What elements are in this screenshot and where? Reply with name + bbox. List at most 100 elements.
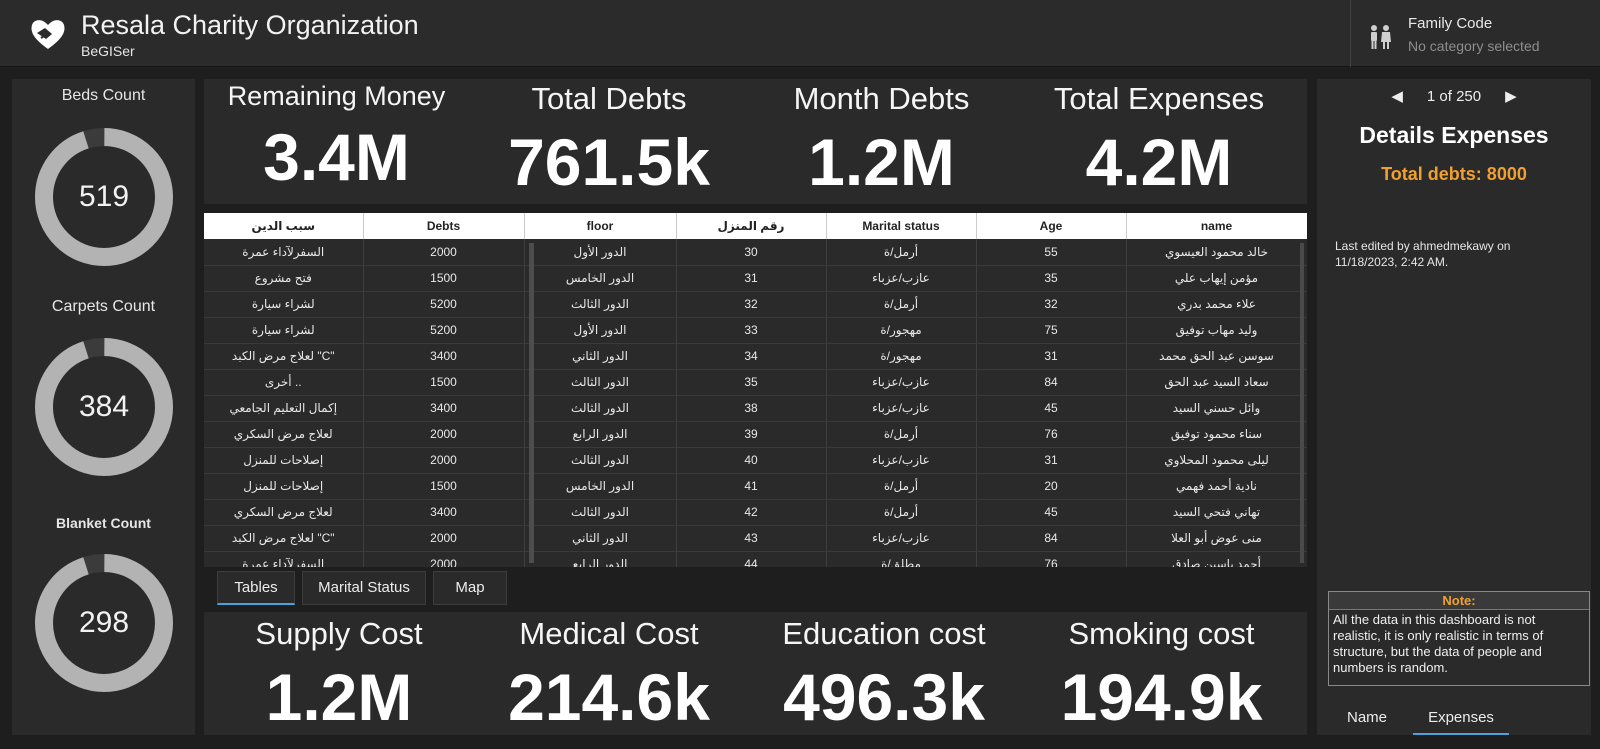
table-scrollbar-left[interactable] — [529, 243, 534, 563]
kpi-value: 1.2M — [808, 125, 955, 199]
debts-table[interactable]: سبب الدين Debts floor رقم المنزل Marital… — [204, 213, 1307, 567]
kpi-value: 1.2M — [265, 660, 413, 734]
table-cell: فتح مشروع — [204, 265, 364, 292]
table-cell: الدور الأول — [524, 317, 677, 344]
column-header[interactable]: Age — [976, 213, 1127, 239]
table-cell: 43 — [676, 525, 827, 552]
table-row[interactable]: السفرلآداء عمرة 2000 الدور الأول 30 أرمل/ة 55… — [204, 239, 1307, 266]
table-cell: 42 — [676, 499, 827, 526]
table-cell: وليد مهاب توفيق — [1126, 317, 1307, 344]
column-header[interactable]: floor — [524, 213, 677, 239]
column-header[interactable]: Marital status — [826, 213, 977, 239]
tab-marital-status[interactable]: Marital Status — [302, 571, 426, 605]
heart-hand-logo-icon — [31, 20, 65, 49]
table-cell: عازب/عزباء — [826, 447, 977, 474]
table-cell: ليلى محمود المحلاوي — [1126, 447, 1307, 474]
column-header[interactable]: Debts — [363, 213, 525, 239]
kpi-label: Remaining Money — [227, 81, 446, 111]
table-row[interactable]: لعلاج مرض السكري 3400 الدور الثالث 42 أرمل/ة… — [204, 499, 1307, 526]
table-cell: مهجور/ة — [826, 343, 977, 370]
table-cell: 32 — [676, 291, 827, 318]
column-header[interactable]: سبب الدين — [204, 213, 364, 239]
table-row[interactable]: لشراء سيارة 5200 الدور الثالث 32 أرمل/ة 32 علا… — [204, 291, 1307, 318]
top-kpi-panel: Remaining Money 3.4M Total Debts 761.5k … — [204, 79, 1307, 204]
table-cell: لعلاج مرض الكبد "C" — [204, 343, 364, 370]
table-cell: السفرلآداء عمرة — [204, 239, 364, 266]
table-cell: 2000 — [363, 551, 525, 567]
table-cell: 45 — [976, 395, 1127, 422]
table-cell: عازب/عزباء — [826, 265, 977, 292]
column-header[interactable]: رقم المنزل — [676, 213, 827, 239]
table-cell: 33 — [676, 317, 827, 344]
table-row[interactable]: أخرى .. 1500 الدور الثالث 35 عازب/عزباء 84 سعا… — [204, 369, 1307, 396]
table-row[interactable]: لعلاج مرض الكبد "C" 3400 الدور الثاني 34 مهج… — [204, 343, 1307, 370]
table-cell: تهاني فتحي السيد — [1126, 499, 1307, 526]
tab-name[interactable]: Name — [1331, 701, 1403, 735]
table-scrollbar-right[interactable] — [1300, 243, 1304, 563]
table-row[interactable]: إكمال التعليم الجامعي 3400 الدور الثالث 38 ع… — [204, 395, 1307, 422]
kpi-value: 496.3k — [783, 660, 985, 734]
table-row[interactable]: إصلاحات للمنزل 2000 الدور الثالث 40 عازب/عزب… — [204, 447, 1307, 474]
table-row[interactable]: لشراء سيارة 5200 الدور الأول 33 مهجور/ة 75 ولي… — [204, 317, 1307, 344]
kpi-remaining-money: Remaining Money 3.4M — [204, 81, 469, 190]
table-cell: منى عوض أبو العلا — [1126, 525, 1307, 552]
beds-count-gauge: 519 — [34, 127, 174, 267]
table-cell: الدور الرابع — [524, 551, 677, 567]
carpets-count-title: Carpets Count — [51, 298, 156, 315]
family-code-value: No category selected — [1408, 38, 1540, 54]
family-code-selector[interactable]: Family Code No category selected — [1350, 0, 1600, 67]
table-row[interactable]: لعلاج مرض الكبد "C" 2000 الدور الثاني 43 عاز… — [204, 525, 1307, 552]
app-subtitle: BeGISer — [81, 43, 135, 59]
table-cell: مطلق/ة — [826, 551, 977, 567]
table-row[interactable]: فتح مشروع 1500 الدور الخامس 31 عازب/عزباء 35 م… — [204, 265, 1307, 292]
kpi-value: 3.4M — [263, 120, 410, 194]
kpi-total-expenses: Total Expenses 4.2M — [1019, 81, 1299, 195]
table-cell: الدور الثالث — [524, 395, 677, 422]
kpi-supply-cost: Supply Cost 1.2M — [204, 616, 474, 730]
note-title: Note: — [1329, 592, 1589, 610]
column-header[interactable]: name — [1126, 213, 1307, 239]
table-cell: 44 — [676, 551, 827, 567]
beds-count-value: 519 — [78, 180, 130, 213]
table-cell: عازب/عزباء — [826, 369, 977, 396]
table-cell: مؤمن إيهاب علي — [1126, 265, 1307, 292]
gauges-panel: Beds Count 519 Carpets Count 384 Blanket… — [12, 79, 195, 735]
table-cell: الدور الثاني — [524, 525, 677, 552]
tab-expenses[interactable]: Expenses — [1413, 701, 1509, 735]
table-row[interactable]: إصلاحات للمنزل 1500 الدور الخامس 41 أرمل/ة 20… — [204, 473, 1307, 500]
table-cell: 3400 — [363, 499, 525, 526]
table-cell: 55 — [976, 239, 1127, 266]
table-cell: لشراء سيارة — [204, 291, 364, 318]
table-cell: سعاد السيد عبد الحق — [1126, 369, 1307, 396]
table-cell: 31 — [976, 447, 1127, 474]
table-cell: 3400 — [363, 343, 525, 370]
next-record-icon[interactable]: ▶ — [1505, 88, 1517, 105]
blanket-count-gauge: 298 — [34, 553, 174, 693]
table-cell: 3400 — [363, 395, 525, 422]
table-cell: 38 — [676, 395, 827, 422]
table-cell: 2000 — [363, 447, 525, 474]
table-cell: الدور الرابع — [524, 421, 677, 448]
previous-record-icon[interactable]: ◀ — [1391, 88, 1403, 105]
details-title: Details Expenses — [1359, 122, 1549, 148]
table-cell: 35 — [676, 369, 827, 396]
table-cell: سوسن عبد الحق محمد — [1126, 343, 1307, 370]
app-title: Resala Charity Organization — [81, 10, 419, 40]
table-cell: أرمل/ة — [826, 291, 977, 318]
table-cell: 20 — [976, 473, 1127, 500]
carpets-count-value: 384 — [78, 390, 130, 423]
table-cell: 75 — [976, 317, 1127, 344]
blanket-count-title: Blanket Count — [56, 515, 151, 531]
table-row[interactable]: السفرلآداء عمرة 2000 الدور الرابع 44 مطلق/ة 7… — [204, 551, 1307, 567]
tab-tables[interactable]: Tables — [217, 571, 295, 605]
kpi-label: Smoking cost — [1068, 616, 1255, 651]
tab-map[interactable]: Map — [433, 571, 507, 605]
last-edited-text: Last edited by ahmedmekawy on 11/18/2023… — [1335, 239, 1511, 269]
table-cell: الدور الخامس — [524, 473, 677, 500]
kpi-label: Education cost — [782, 616, 986, 651]
carpets-count-gauge: 384 — [34, 337, 174, 477]
table-row[interactable]: لعلاج مرض السكري 2000 الدور الرابع 39 أرمل/ة… — [204, 421, 1307, 448]
table-cell: مهجور/ة — [826, 317, 977, 344]
kpi-total-debts: Total Debts 761.5k — [474, 81, 744, 195]
table-cell: 2000 — [363, 239, 525, 266]
